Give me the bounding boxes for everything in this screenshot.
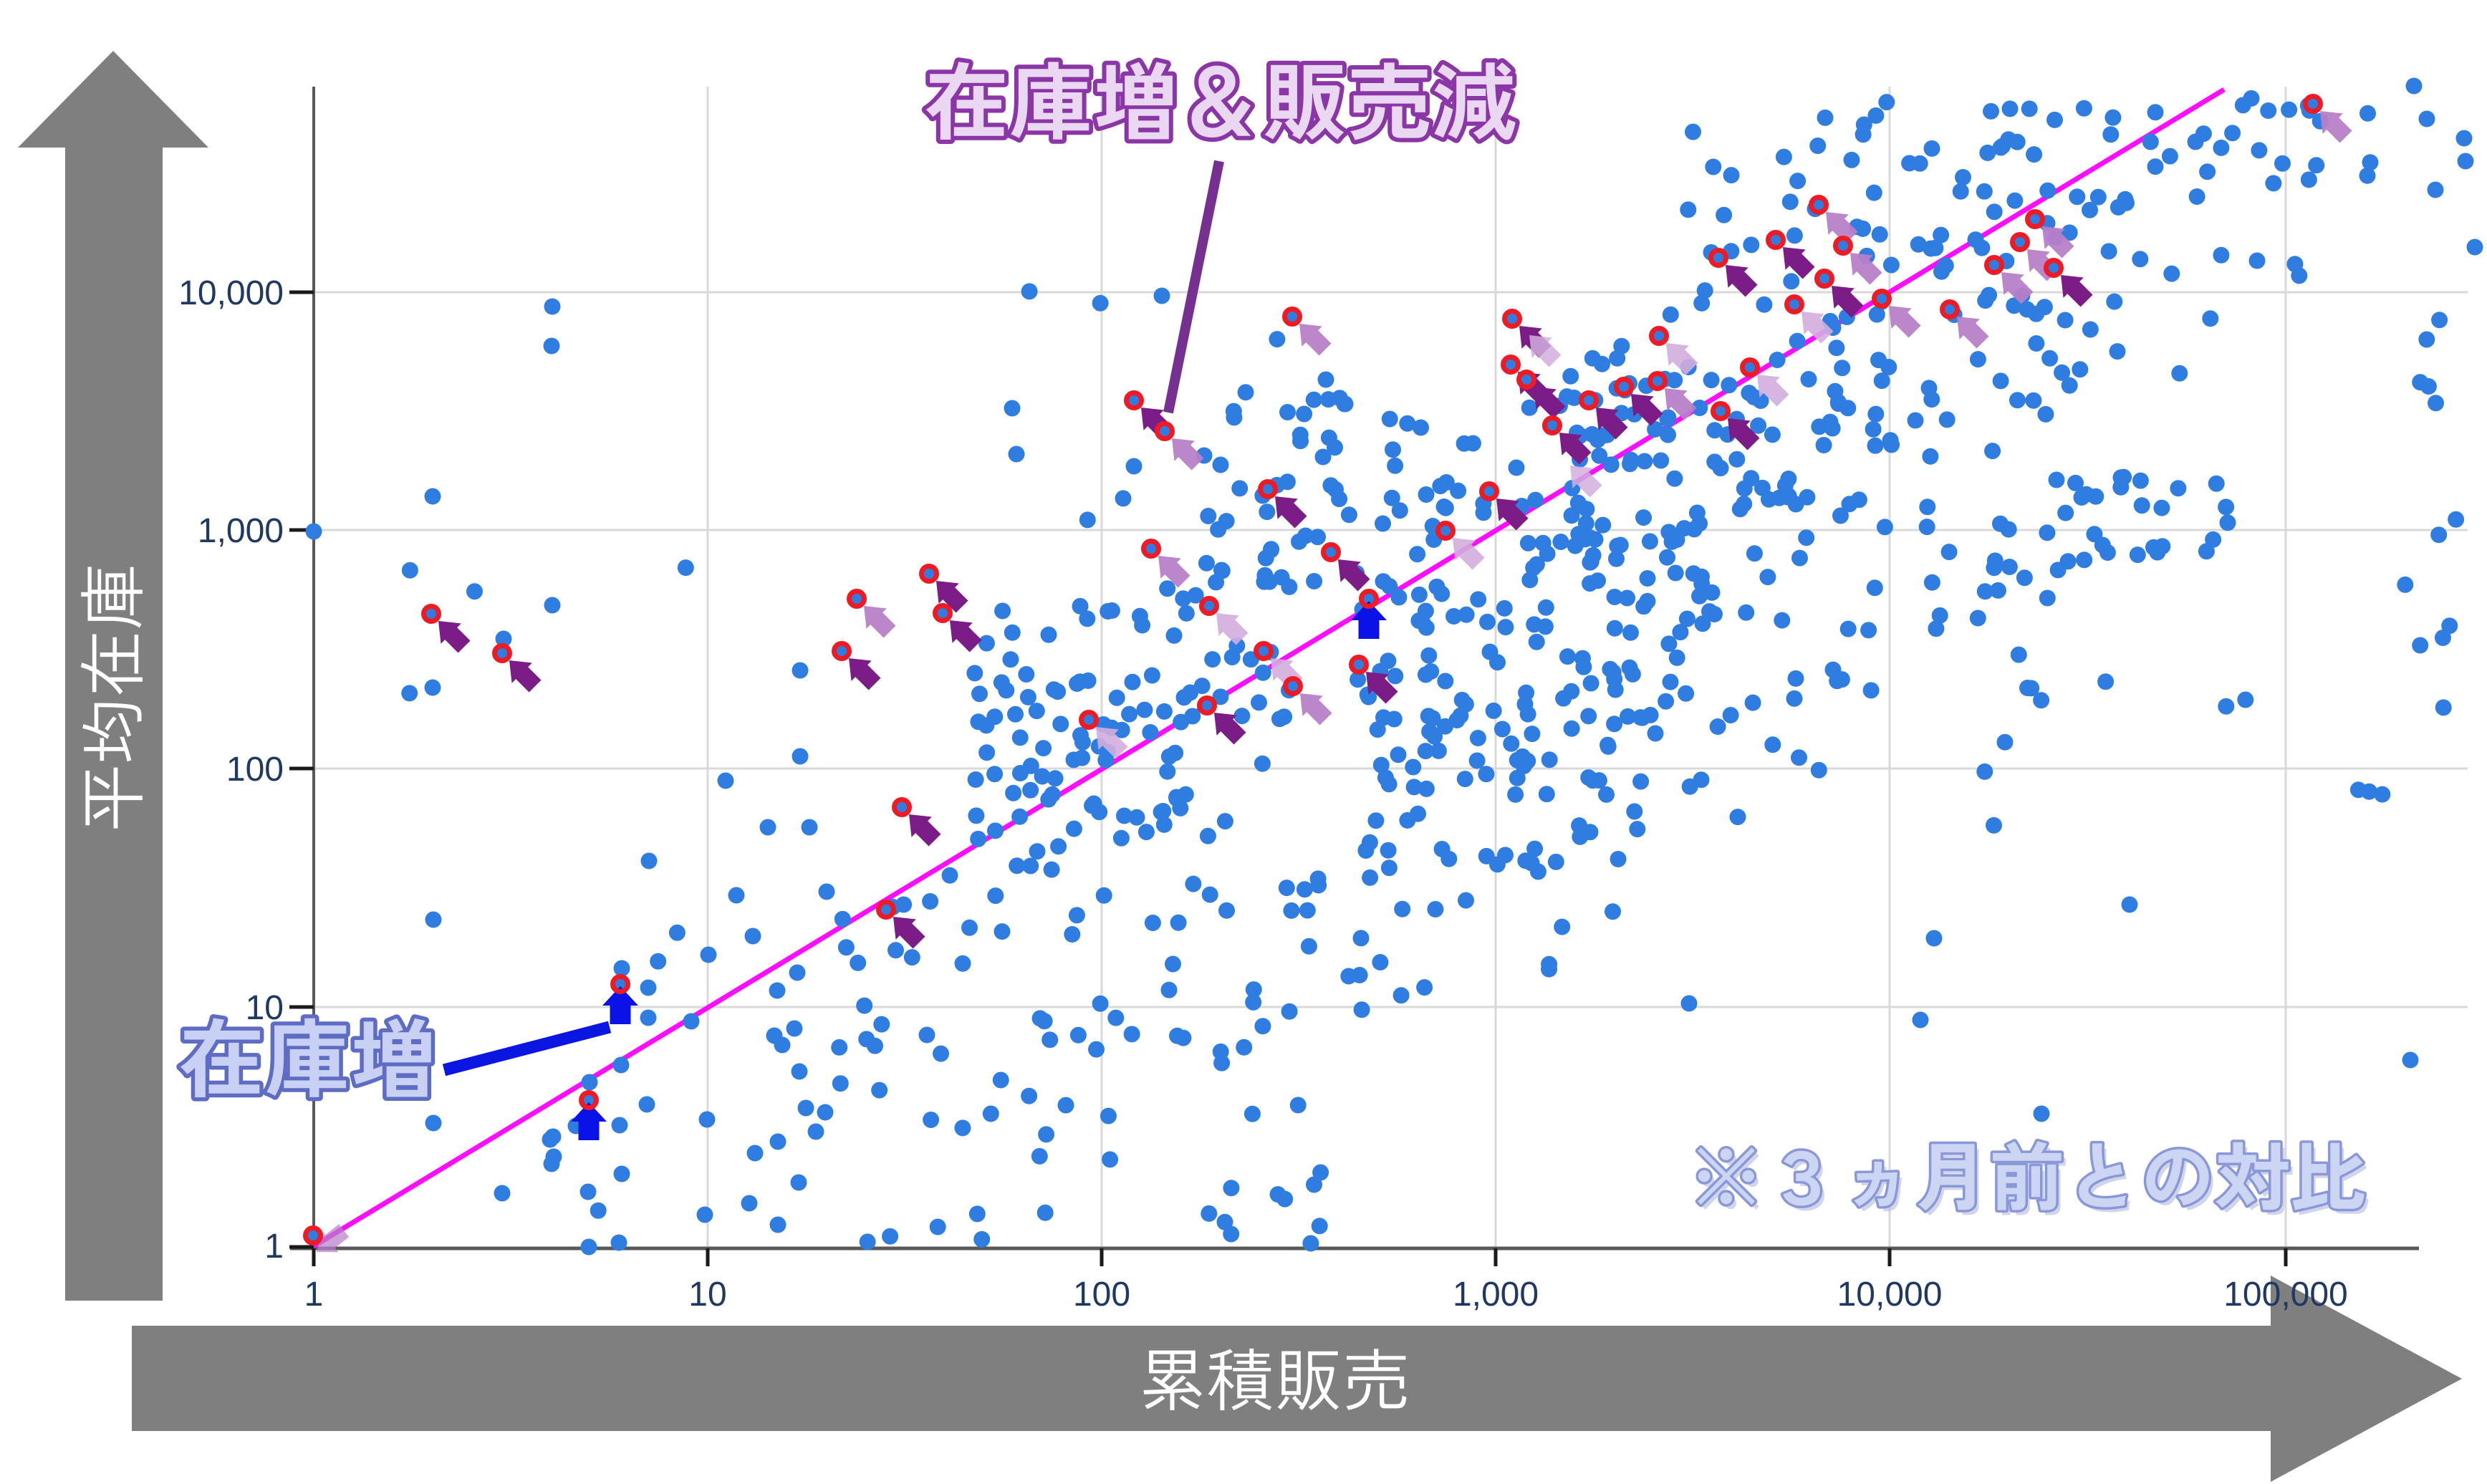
svg-text:1,000: 1,000 [198, 512, 284, 550]
svg-text:10,000: 10,000 [178, 274, 284, 312]
svg-text:100: 100 [226, 751, 284, 789]
svg-text:1,000: 1,000 [1453, 1276, 1539, 1314]
svg-text:1: 1 [304, 1276, 324, 1314]
svg-text:1: 1 [264, 1228, 284, 1266]
svg-text:10,000: 10,000 [1837, 1276, 1943, 1314]
svg-text:10: 10 [246, 989, 284, 1027]
svg-text:100,000: 100,000 [2223, 1276, 2348, 1314]
svg-text:10: 10 [688, 1276, 726, 1314]
svg-text:100: 100 [1073, 1276, 1130, 1314]
